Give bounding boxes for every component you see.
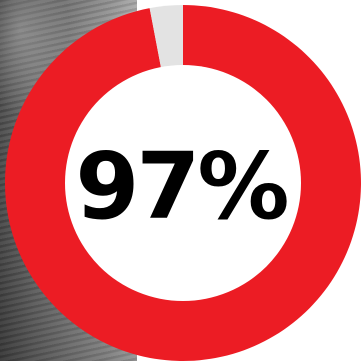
donut-hole [65, 65, 301, 301]
